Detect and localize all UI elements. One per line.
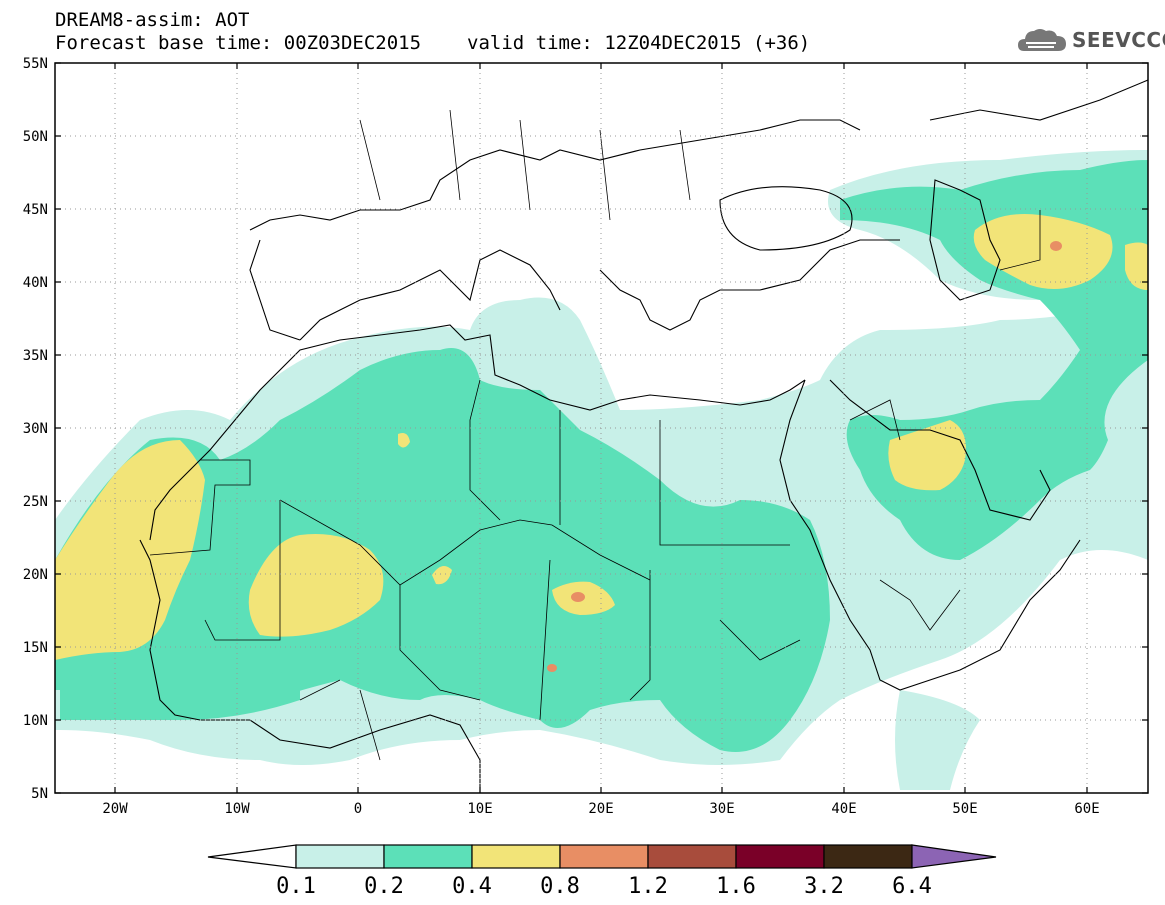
colorbar-high-arrow <box>911 844 997 869</box>
lon-label: 40E <box>831 801 856 817</box>
colorbar-label: 3.2 <box>804 874 844 899</box>
lon-label: 60E <box>1074 801 1099 817</box>
lat-label: 20N <box>23 567 48 583</box>
colorbar-label: 1.6 <box>716 874 756 899</box>
colorbar-box-3.2 <box>823 844 913 869</box>
colorbar-box-1.6 <box>735 844 825 869</box>
lat-label: 45N <box>23 202 48 218</box>
colorbar-label: 0.2 <box>364 874 404 899</box>
colorbar-box-1.2 <box>647 844 737 869</box>
colorbar-label: 6.4 <box>892 874 932 899</box>
forecast-base-time: Forecast base time: 00Z03DEC2015 <box>55 32 422 54</box>
colorbar-low-arrow <box>207 844 297 869</box>
colorbar-label: 0.4 <box>452 874 492 899</box>
lat-label: 10N <box>23 713 48 729</box>
tick-marks <box>55 62 1148 794</box>
aot-level-0.8 <box>547 241 1062 672</box>
cloud-icon <box>1018 29 1066 51</box>
map-title: DREAM8-assim: AOT <box>55 9 250 31</box>
colorbar <box>207 844 997 869</box>
lat-label: 5N <box>31 786 48 802</box>
lon-label: 10E <box>467 801 492 817</box>
colorbar-box-0.8 <box>559 844 649 869</box>
colorbar-label: 0.8 <box>540 874 580 899</box>
map-subtitle: Forecast base time: 00Z03DEC2015 valid ti… <box>55 32 810 54</box>
latitude-labels: 55N 50N 45N 40N 35N 30N 25N 20N 15N 10N … <box>23 56 48 802</box>
lon-label: 0 <box>354 801 362 817</box>
seevccc-logo: SEEVCCC <box>1016 24 1165 56</box>
colorbar-labels: 0.1 0.2 0.4 0.8 1.2 1.6 3.2 6.4 <box>276 874 932 899</box>
colorbar-box-0.4 <box>471 844 561 869</box>
lon-label: 20E <box>588 801 613 817</box>
lat-label: 35N <box>23 348 48 364</box>
lon-label: 10W <box>224 801 250 817</box>
valid-time: valid time: 12Z04DEC2015 (+36) <box>467 32 811 54</box>
graticule <box>55 63 1148 793</box>
lon-label: 20W <box>102 801 128 817</box>
country-borders <box>149 109 1041 761</box>
lon-label: 30E <box>709 801 734 817</box>
longitude-labels: 20W 10W 0 10E 20E 30E 40E 50E 60E <box>102 801 1099 817</box>
lat-label: 25N <box>23 494 48 510</box>
lat-label: 30N <box>23 421 48 437</box>
lon-label: 50E <box>952 801 977 817</box>
colorbar-label: 1.2 <box>628 874 668 899</box>
colorbar-label: 0.1 <box>276 874 316 899</box>
lat-label: 50N <box>23 129 48 145</box>
lat-label: 15N <box>23 640 48 656</box>
logo-text: SEEVCCC <box>1072 28 1165 52</box>
colorbar-box-0.2 <box>383 844 473 869</box>
colorbar-box-0.1 <box>295 844 385 869</box>
lat-label: 55N <box>23 56 48 72</box>
lat-label: 40N <box>23 275 48 291</box>
coastlines <box>139 79 1148 793</box>
